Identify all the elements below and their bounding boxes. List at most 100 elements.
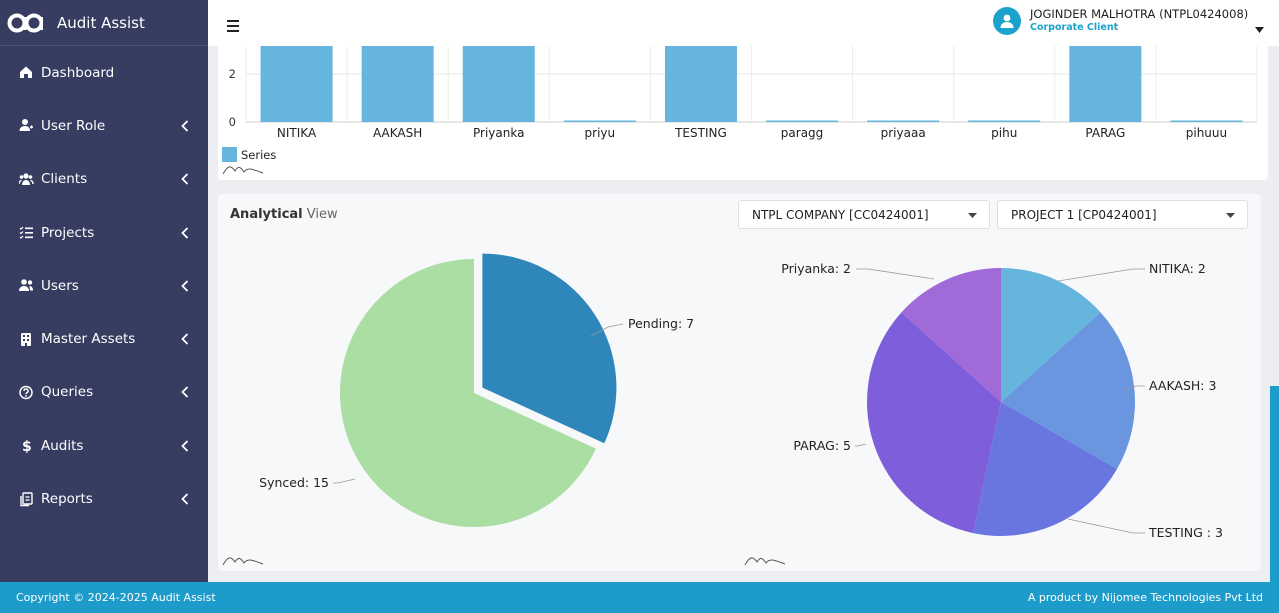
bar-priyanka[interactable]: [462, 46, 535, 122]
title-bold: Analytical: [230, 207, 303, 222]
pie-slice-pending[interactable]: [482, 253, 617, 444]
project-select-value: PROJECT 1 [CP0424001]: [1011, 207, 1157, 222]
sidebar-item-clients[interactable]: Clients: [0, 153, 208, 206]
projects-icon: [19, 225, 36, 240]
label-connector: [856, 268, 935, 280]
topbar: JOGINDER MALHOTRA (NTPL0424008) Corporat…: [208, 0, 1279, 46]
users-icon: [19, 278, 36, 293]
bar-priyu[interactable]: [563, 120, 636, 123]
pie-data-label: PARAG: 5: [793, 438, 851, 453]
chevron-left-icon[interactable]: [180, 226, 190, 239]
user-menu[interactable]: JOGINDER MALHOTRA (NTPL0424008) Corporat…: [993, 7, 1265, 35]
chevron-down-icon: [968, 213, 977, 218]
brand[interactable]: Audit Assist: [0, 0, 208, 46]
bar-legend-item[interactable]: Series: [222, 147, 276, 162]
x-tick-label: Priyanka: [473, 126, 524, 140]
company-select-value: NTPL COMPANY [CC0424001]: [752, 207, 929, 222]
question-icon: [19, 385, 36, 400]
chevron-left-icon[interactable]: [180, 333, 190, 345]
user-name: JOGINDER MALHOTRA (NTPL0424008): [1030, 7, 1249, 21]
x-tick-label: AAKASH: [373, 126, 422, 140]
pie-slice-nitika[interactable]: [1001, 268, 1101, 402]
avatar: [993, 7, 1021, 35]
chevron-left-icon[interactable]: [180, 440, 190, 452]
sidebar-item-label: Users: [41, 277, 79, 294]
pie-data-label: AAKASH: 3: [1149, 378, 1216, 393]
bar-chart: 0 2 NITIKA AAKASH Priyanka priyu TESTING paragg…: [229, 46, 1258, 140]
bar-paragg[interactable]: [766, 120, 839, 123]
sidebar-item-label: Master Assets: [41, 331, 136, 348]
sidebar-item-users[interactable]: Users: [0, 259, 208, 312]
label-connector: [590, 323, 624, 337]
caret-down-icon[interactable]: [1255, 18, 1265, 33]
sidebar-item-user-role[interactable]: User Role: [0, 99, 208, 152]
sidebar-item-audits[interactable]: $ Audits: [0, 419, 208, 472]
scrollbar-thumb[interactable]: [1270, 386, 1279, 582]
sidebar-nav: Dashboard User Role Clients Projects Users Ma…: [0, 46, 208, 526]
user-info: JOGINDER MALHOTRA (NTPL0424008) Corporat…: [1030, 8, 1248, 34]
x-tick-label: priyu: [585, 126, 616, 140]
sidebar-item-reports[interactable]: Reports: [0, 472, 208, 525]
y-tick-label: 2: [229, 67, 236, 81]
sidebar-item-projects[interactable]: Projects: [0, 206, 208, 259]
x-tick-label: PARAG: [1085, 126, 1125, 140]
label-connector: [1067, 518, 1145, 534]
sidebar: Audit Assist Dashboard User Role Clients Pr…: [0, 0, 208, 582]
x-tick-label: priyaaa: [881, 126, 926, 140]
project-select[interactable]: PROJECT 1 [CP0424001]: [997, 200, 1248, 229]
analytical-view-title: Analytical View: [230, 207, 338, 222]
pie-slice-priyanka[interactable]: [901, 268, 1001, 402]
chevron-left-icon[interactable]: [180, 386, 190, 399]
x-tick-label: TESTING: [674, 126, 727, 140]
label-connector: [855, 443, 867, 447]
analytical-view-card: Analytical View NTPL COMPANY [CC0424001]…: [218, 194, 1261, 571]
bar-parag[interactable]: [1069, 46, 1142, 122]
bar-testing[interactable]: [664, 46, 737, 122]
logo-icon: [7, 12, 43, 34]
x-tick-label: paragg: [781, 126, 824, 140]
legend-label: Series: [241, 147, 277, 162]
sidebar-item-label: Projects: [41, 224, 95, 241]
title-rest: View: [306, 207, 338, 222]
x-tick-label: pihu: [991, 126, 1017, 140]
home-icon: [19, 65, 36, 80]
sidebar-item-label: Queries: [41, 384, 94, 401]
pie-slice-aakash[interactable]: [1001, 312, 1135, 469]
bar-pihuuu[interactable]: [1170, 120, 1243, 123]
x-tick-label: NITIKA: [277, 126, 317, 140]
bar-aakash[interactable]: [361, 46, 434, 122]
sidebar-item-master-assets[interactable]: Master Assets: [0, 312, 208, 365]
sidebar-item-label: Clients: [41, 171, 88, 188]
sidebar-item-queries[interactable]: Queries: [0, 366, 208, 419]
menu-toggle-icon[interactable]: [227, 17, 241, 32]
pie-charts: Pending: 7 Synced: 15 NITIKA: 2 AAKASH: 3 TE…: [259, 253, 1223, 540]
chevron-left-icon[interactable]: [180, 493, 190, 505]
chart-credits-icon: [744, 551, 786, 570]
label-connector: [333, 478, 356, 484]
pie-slice-synced[interactable]: [340, 259, 596, 527]
pie-slice-testing[interactable]: [973, 402, 1118, 536]
company-select[interactable]: NTPL COMPANY [CC0424001]: [738, 200, 990, 229]
y-tick-label: 0: [229, 115, 236, 129]
user-role-icon: [19, 118, 36, 133]
pie-data-label: Synced: 15: [259, 475, 329, 490]
bar-chart-card: 0 2 NITIKA AAKASH Priyanka priyu TESTING paragg…: [218, 46, 1268, 180]
label-connector: [1122, 385, 1145, 391]
bar-priyaaa[interactable]: [867, 120, 940, 123]
chevron-left-icon[interactable]: [180, 120, 190, 132]
sidebar-item-dashboard[interactable]: Dashboard: [0, 46, 208, 99]
building-icon: [19, 332, 36, 347]
sidebar-item-label: Reports: [41, 491, 93, 508]
pie-slice-parag[interactable]: [866, 312, 1001, 534]
chevron-left-icon[interactable]: [180, 173, 190, 185]
chevron-left-icon[interactable]: [180, 280, 190, 292]
footer: Copyright © 2024-2025 Audit Assist A pro…: [0, 582, 1279, 613]
bar-pihu[interactable]: [968, 120, 1041, 123]
chevron-down-icon: [1226, 213, 1235, 218]
reports-icon: [19, 491, 36, 507]
clients-icon: [19, 172, 36, 187]
bar-nitika[interactable]: [260, 46, 333, 122]
pie-data-label: TESTING : 3: [1148, 525, 1223, 540]
pie-data-label: Pending: 7: [628, 316, 694, 331]
